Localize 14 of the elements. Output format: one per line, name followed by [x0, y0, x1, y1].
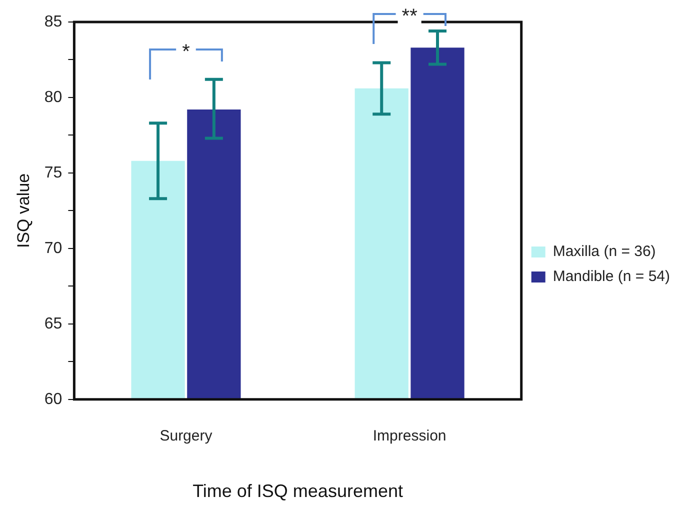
y-tick-label: 65 [44, 315, 62, 332]
annotation: ** [402, 6, 418, 28]
y-tick-label: 70 [44, 240, 62, 257]
annotation: * [182, 41, 190, 64]
legend-label: Mandible (n = 54) [552, 268, 670, 286]
y-axis-title: ISQ value [14, 173, 33, 248]
y-tick-label: 80 [44, 88, 62, 106]
x-tick-label: Impression [372, 428, 446, 445]
x-axis-title: Time of ISQ measurement [192, 481, 403, 502]
y-tick-label: 60 [44, 390, 62, 408]
y-tick-label: 75 [44, 164, 62, 182]
y-tick-label: 85 [44, 13, 62, 30]
legend-label: Maxilla (n = 36) [552, 243, 656, 260]
x-tick-label: Surgery [160, 428, 213, 445]
